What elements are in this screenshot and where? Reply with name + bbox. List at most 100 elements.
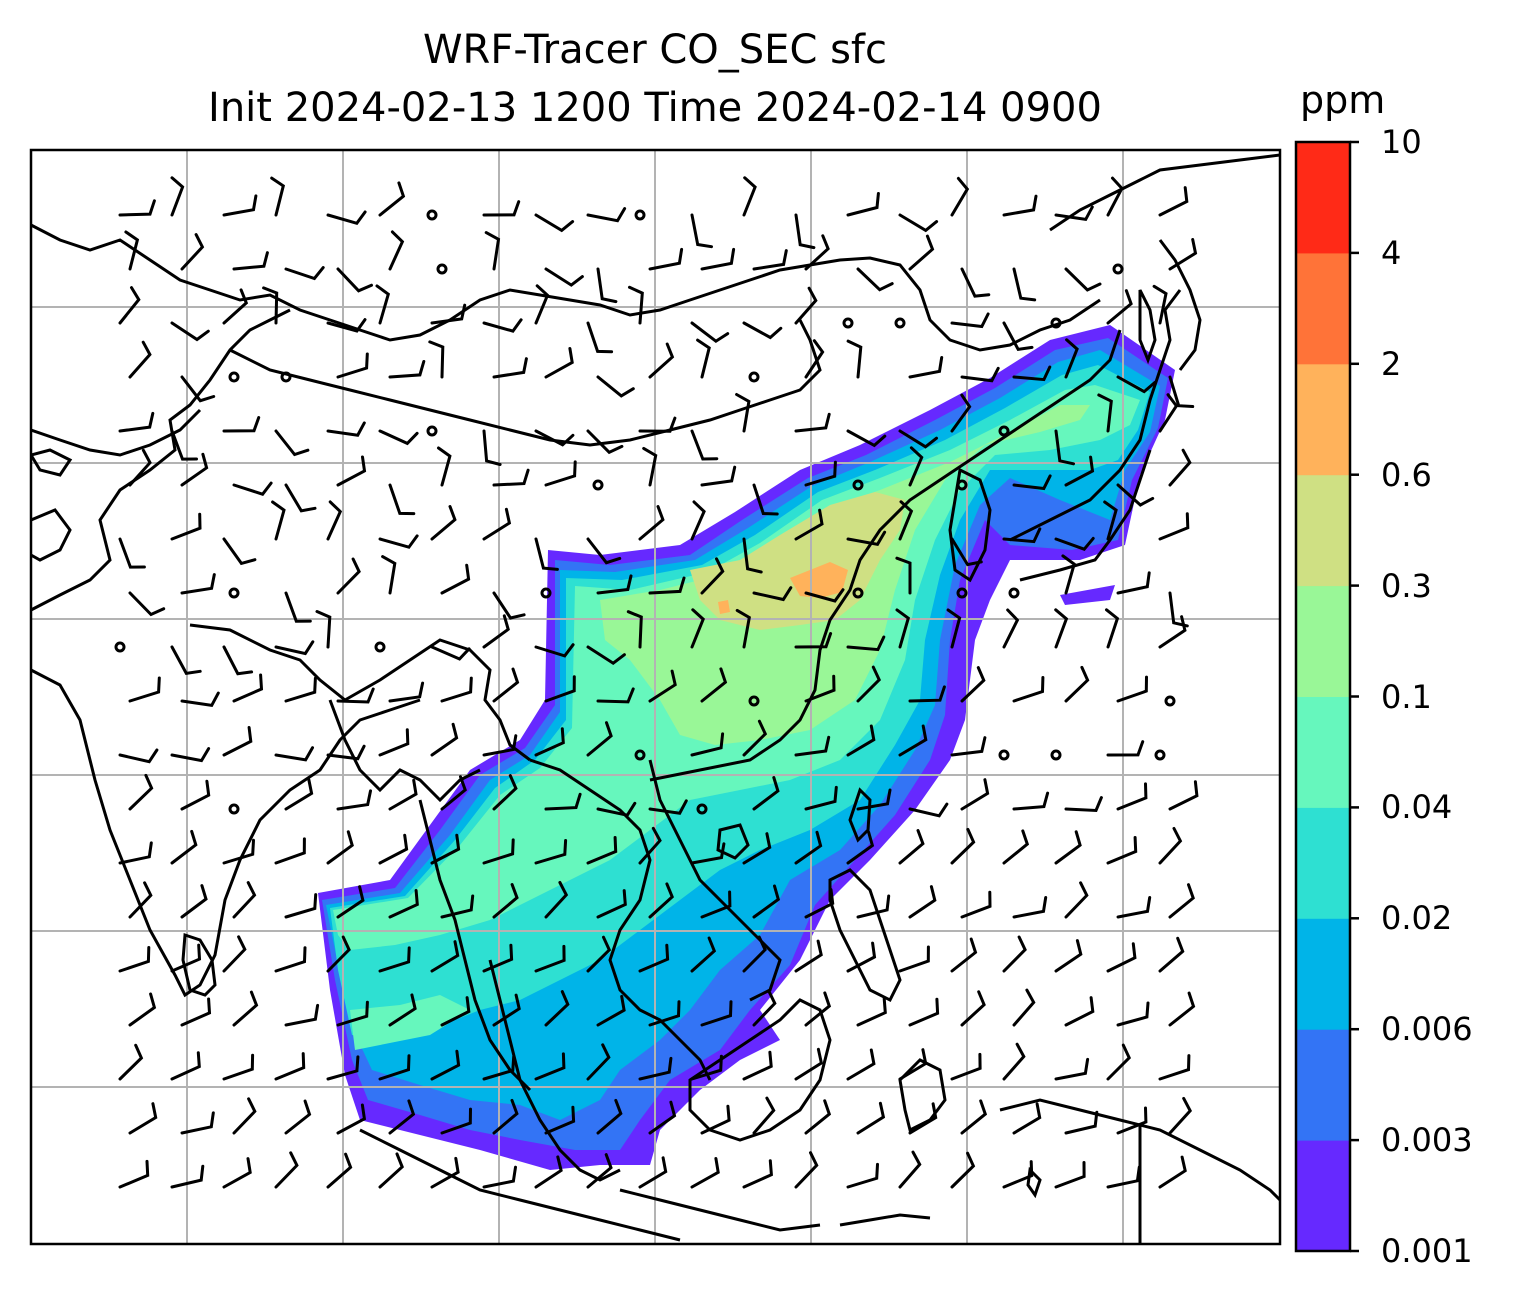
wind-barb: [430, 722, 459, 757]
wind-barb: [648, 799, 688, 815]
wind-barb: [586, 935, 612, 973]
wind-barb: [1012, 896, 1048, 919]
wind-barb: [336, 267, 373, 293]
wind-barb: [700, 1000, 733, 1027]
wind-barb: [586, 321, 614, 354]
calm-wind-marker: [426, 425, 438, 437]
wind-barb: [1002, 935, 1027, 973]
wind-barb: [1106, 1165, 1141, 1189]
wind-barb: [437, 446, 452, 487]
wind-barb: [1106, 740, 1145, 757]
java: [619, 1188, 821, 1232]
wind-barb: [735, 393, 751, 433]
wind-barb: [596, 801, 637, 817]
wind-barb: [752, 483, 779, 516]
wind-barb: [794, 939, 823, 973]
wind-barb: [180, 573, 216, 595]
wind-barb: [586, 1153, 613, 1189]
wind-barb: [950, 393, 972, 433]
sulawesi: [898, 1058, 947, 1133]
calm-wind-marker: [998, 425, 1010, 437]
wind-barb: [1103, 500, 1118, 541]
wind-barb: [804, 785, 838, 811]
wind-barb: [326, 500, 343, 541]
wind-barb: [482, 1055, 516, 1081]
wind-barb: [232, 251, 269, 271]
calm-wind-marker: [228, 803, 240, 815]
wind-barb: [274, 946, 307, 973]
wind-barb: [1012, 1102, 1042, 1135]
wind-barb: [388, 1099, 416, 1135]
myanmar-coast: [418, 799, 532, 1092]
wind-barb: [482, 318, 523, 333]
wind-barb: [284, 591, 312, 623]
wind-barb: [118, 199, 156, 217]
wind-barb: [804, 674, 836, 703]
calm-wind-marker: [1164, 695, 1176, 707]
calm-wind-marker: [436, 263, 448, 275]
sakhalin: [1138, 289, 1157, 365]
russia-coast: [1049, 153, 1280, 232]
wind-barb: [638, 826, 662, 865]
wind-barb: [700, 465, 737, 487]
wind-barb: [856, 665, 882, 703]
wind-barb: [638, 505, 665, 541]
wind-barb: [752, 884, 781, 919]
wind-barb: [950, 827, 976, 865]
wind-barb: [1054, 205, 1094, 222]
wind-barb: [430, 1156, 460, 1189]
wind-barb: [440, 775, 467, 811]
wind-barb: [1168, 991, 1196, 1027]
wind-barb: [586, 207, 627, 223]
vietnam-coast: [648, 759, 782, 1002]
calm-wind-marker: [634, 209, 646, 221]
korea: [948, 467, 992, 583]
wind-barb: [898, 1150, 922, 1189]
kamchatka: [1158, 239, 1202, 371]
wind-barb: [690, 732, 725, 757]
wind-barb: [492, 883, 519, 919]
calm-wind-marker: [1050, 317, 1062, 329]
wind-barb: [804, 1099, 832, 1135]
wind-barb: [118, 748, 159, 764]
wind-barb: [232, 1097, 257, 1135]
wind-barb: [128, 881, 153, 919]
wind-barb: [262, 286, 279, 325]
wind-barb: [128, 1102, 158, 1135]
russia-border: [31, 223, 1101, 352]
wind-barb: [336, 885, 365, 919]
wind-barb: [846, 339, 863, 379]
wind-barb: [544, 990, 570, 1027]
wind-barb: [544, 881, 569, 919]
wind-barb: [222, 1157, 252, 1189]
wind-barb: [232, 990, 259, 1027]
wind-barb: [326, 1152, 353, 1189]
wind-barb: [544, 1105, 576, 1135]
wind-barb: [950, 1151, 976, 1189]
wind-barb: [898, 724, 928, 757]
wind-barb: [284, 1099, 312, 1135]
wind-barb: [222, 537, 257, 566]
wind-barb: [128, 448, 152, 487]
wind-barb: [274, 1151, 299, 1189]
field-level-0.04-south: [350, 995, 470, 1050]
wind-barb: [284, 893, 318, 919]
japan: [1009, 289, 1182, 542]
wind-barb: [648, 576, 686, 595]
wind-barb: [794, 412, 831, 433]
colorbar-band-0.04: [1296, 696, 1350, 808]
wind-barb: [586, 537, 622, 565]
borneo: [688, 998, 832, 1142]
wind-barb: [1064, 455, 1095, 487]
wind-barbs: [114, 176, 1199, 1189]
persian-gulf: [31, 508, 72, 562]
wind-barb: [388, 993, 417, 1027]
colorbar-band-0.6: [1296, 363, 1350, 476]
wind-barb: [950, 312, 990, 329]
new-guinea: [999, 1098, 1280, 1202]
wind-barb: [170, 512, 202, 541]
wind-barb: [1158, 1155, 1187, 1189]
wind-barb: [846, 830, 875, 865]
wind-barb: [908, 802, 949, 818]
wind-barb: [1106, 942, 1137, 973]
